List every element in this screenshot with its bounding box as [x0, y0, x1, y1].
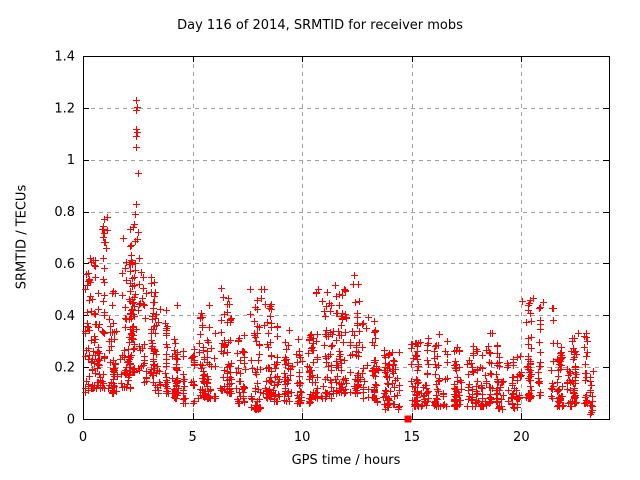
- plot-border: [83, 56, 610, 420]
- y-tick-label: 1: [67, 153, 75, 168]
- y-tick-label: 0: [67, 413, 75, 428]
- x-axis-label: GPS time / hours: [291, 453, 401, 468]
- x-tick-label: 15: [403, 430, 420, 445]
- y-tick-label: 1.4: [54, 50, 75, 65]
- y-tick-label: 0.2: [54, 361, 75, 376]
- y-tick-label: 1.2: [54, 101, 75, 116]
- x-tick-label: 20: [513, 430, 530, 445]
- x-tick-label: 5: [188, 430, 196, 445]
- y-tick-label: 0.6: [54, 257, 75, 272]
- x-tick-labels: 0 5 10 15 20: [79, 430, 530, 445]
- axis-ticks: [83, 56, 609, 420]
- zero-square-marker: [404, 415, 412, 423]
- y-tick-label: 0.4: [54, 309, 75, 324]
- y-tick-labels: 0 0.2 0.4 0.6 0.8 1 1.2 1.4: [54, 50, 75, 428]
- y-tick-label: 0.8: [54, 205, 75, 220]
- x-tick-label: 0: [79, 430, 87, 445]
- x-tick-label: 10: [294, 430, 311, 445]
- chart-title: Day 116 of 2014, SRMTID for receiver mob…: [177, 18, 463, 33]
- scatter-points: [82, 97, 597, 418]
